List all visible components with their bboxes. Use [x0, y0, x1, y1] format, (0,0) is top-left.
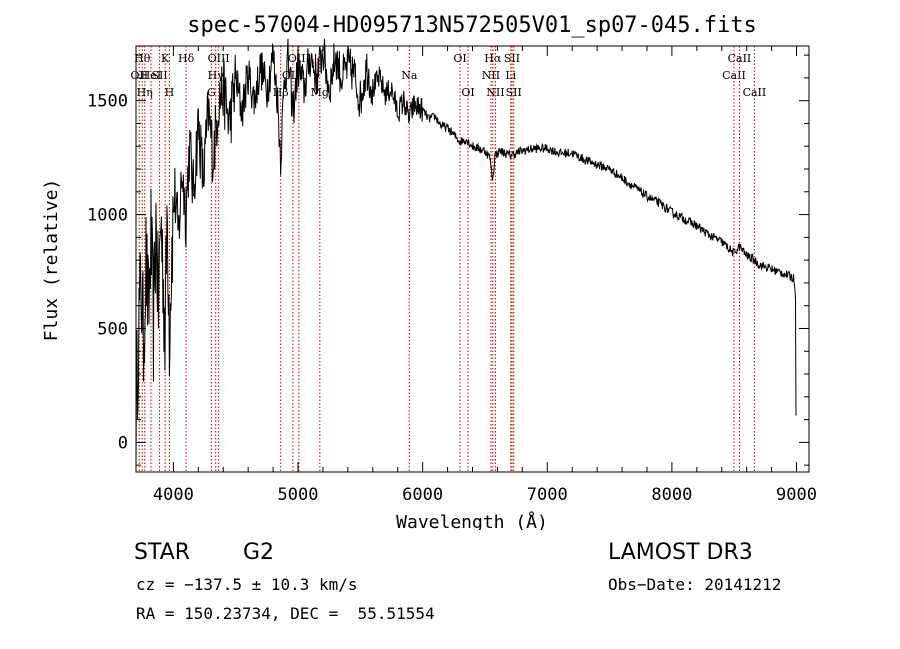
obs-date-text: Obs−Date: 20141212 — [608, 575, 782, 594]
x-tick-label-0: 4000 — [153, 485, 194, 505]
line-label-15: Na — [401, 69, 418, 82]
x-tick-label-2: 6000 — [402, 485, 443, 505]
spectral-line-markers: OIIHθHηHeISIIKHHδGHγOIIIHβOIIIOIIIMgNaOI… — [130, 46, 766, 472]
y-axis-label: Flux (relative) — [41, 179, 62, 342]
x-axis-label: Wavelength (Å) — [396, 511, 548, 530]
y-axis: 0 500 1000 1500 — [87, 54, 809, 466]
line-label-0: OII — [130, 69, 148, 82]
line-label-17: OI — [461, 86, 474, 99]
redshift-text: cz = −137.5 ± 10.3 km/s — [136, 575, 358, 594]
line-label-26: CaII — [743, 86, 767, 99]
line-label-3: HeI — [141, 69, 161, 82]
y-tick-label-2: 1000 — [87, 206, 128, 226]
spectrum-chart: spec-57004-HD095713N572505V01_sp07-045.f… — [41, 13, 817, 530]
line-label-4: SII — [151, 69, 167, 82]
x-tick-label-4: 8000 — [651, 485, 692, 505]
coordinates-text: RA = 150.23734, DEC = 55.51554 — [136, 604, 435, 623]
subclass: G2 — [243, 540, 275, 565]
flux-series-line — [135, 38, 797, 468]
line-label-25: CaII — [728, 52, 752, 65]
line-label-16: OI — [453, 52, 466, 65]
plot-frame — [135, 45, 810, 473]
line-label-14: Mg — [311, 86, 329, 99]
y-tick-label-3: 1500 — [87, 92, 128, 112]
line-label-7: Hδ — [178, 52, 195, 65]
line-label-9: Hγ — [208, 69, 225, 82]
line-label-13: OIII — [288, 52, 310, 65]
line-label-5: K — [161, 52, 170, 65]
line-label-20: NII — [486, 86, 504, 99]
line-label-8: G — [207, 86, 216, 99]
line-label-24: CaII — [722, 69, 746, 82]
line-label-2: Hη — [137, 86, 153, 99]
object-class: STAR — [134, 540, 191, 565]
line-label-1: Hθ — [134, 52, 151, 65]
line-label-6: H — [165, 86, 175, 99]
line-label-19: Hα — [484, 52, 502, 65]
x-tick-label-1: 5000 — [278, 485, 319, 505]
survey-name: LAMOST DR3 — [608, 540, 753, 565]
line-label-10: OIII — [208, 52, 230, 65]
line-label-22: SII — [504, 52, 520, 65]
line-label-23: SII — [506, 86, 522, 99]
line-label-18: NII — [482, 69, 500, 82]
y-tick-label-0: 0 — [118, 433, 128, 453]
x-tick-label-3: 7000 — [527, 485, 568, 505]
chart-title: spec-57004-HD095713N572505V01_sp07-045.f… — [187, 13, 757, 38]
x-axis: 4000 5000 6000 7000 8000 9000 — [153, 46, 817, 505]
line-label-21: Li — [505, 69, 516, 82]
y-tick-label-1: 500 — [97, 319, 128, 339]
x-tick-label-5: 9000 — [776, 485, 817, 505]
